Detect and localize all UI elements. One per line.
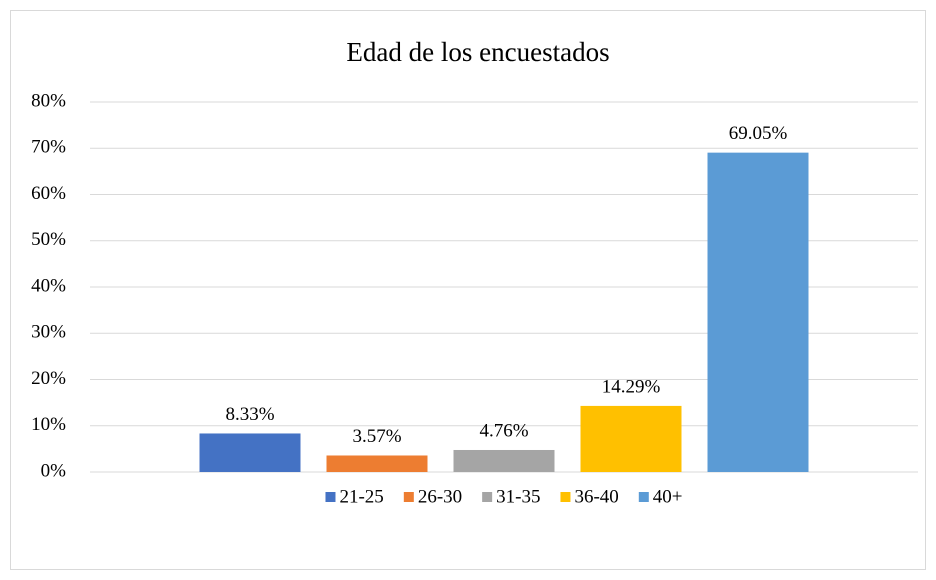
- legend-swatch: [403, 492, 414, 502]
- legend-label: 36-40: [574, 486, 618, 507]
- data-label: 14.29%: [602, 376, 661, 397]
- y-tick-label: 60%: [31, 183, 66, 204]
- bar: [453, 449, 555, 472]
- bar: [199, 433, 301, 472]
- legend-swatch: [325, 492, 336, 502]
- y-tick-label: 30%: [31, 322, 66, 343]
- y-tick-label: 20%: [31, 368, 66, 389]
- bar: [326, 455, 428, 472]
- bar: [707, 152, 809, 473]
- y-tick-label: 80%: [31, 90, 66, 111]
- legend-swatch: [482, 492, 493, 502]
- y-tick-label: 10%: [31, 414, 66, 435]
- bar: [580, 405, 682, 472]
- data-label: 4.76%: [479, 420, 528, 441]
- chart-title: Edad de los encuestados: [346, 37, 609, 67]
- data-label: 3.57%: [352, 426, 401, 447]
- data-label: 69.05%: [729, 123, 788, 144]
- y-tick-label: 0%: [41, 460, 67, 481]
- legend-label: 31-35: [496, 486, 540, 507]
- legend-swatch: [560, 492, 571, 502]
- data-label: 8.33%: [225, 404, 274, 425]
- y-tick-label: 70%: [31, 137, 66, 158]
- y-tick-label: 50%: [31, 229, 66, 250]
- legend-label: 26-30: [418, 486, 462, 507]
- legend-label: 40+: [653, 486, 683, 507]
- y-tick-label: 40%: [31, 275, 66, 296]
- legend-label: 21-25: [339, 486, 383, 507]
- legend-swatch: [638, 492, 649, 502]
